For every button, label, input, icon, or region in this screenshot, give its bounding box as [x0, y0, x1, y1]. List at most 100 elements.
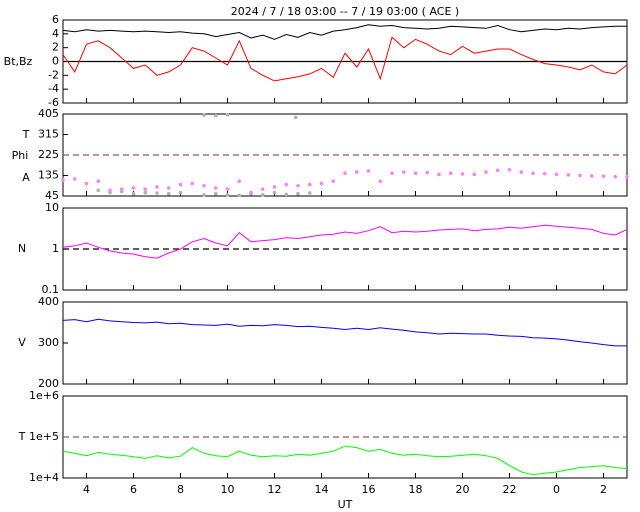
data-point — [531, 171, 535, 176]
y-tick-label: 135 — [38, 169, 59, 182]
data-point — [178, 190, 183, 195]
y-tick-label: 1e+6 — [29, 389, 59, 402]
y-tick-label: 2 — [52, 41, 59, 54]
y-tick-label: 315 — [38, 128, 59, 141]
data-point — [131, 191, 136, 196]
data-point — [448, 171, 453, 176]
data-point — [293, 115, 298, 120]
data-point — [390, 171, 394, 176]
data-point — [84, 181, 89, 186]
data-point — [566, 173, 571, 177]
data-line — [62, 24, 627, 40]
data-point — [307, 182, 312, 187]
data-point — [143, 187, 148, 191]
data-line — [62, 36, 628, 82]
x-tick-label: 10 — [221, 483, 235, 496]
x-tick-label: 16 — [362, 483, 376, 496]
data-point — [237, 179, 242, 183]
y-tick-label: 400 — [38, 295, 59, 308]
data-point — [296, 191, 300, 196]
data-point — [61, 178, 65, 182]
chart-title: 2024 / 7 / 18 03:00 -- 7 / 19 03:00 ( AC… — [231, 5, 459, 18]
data-point — [613, 174, 618, 179]
data-point — [237, 193, 242, 198]
data-point — [249, 190, 253, 195]
data-point — [166, 186, 171, 190]
y-axis-label: V — [18, 336, 26, 349]
data-point — [213, 186, 218, 190]
data-point — [507, 168, 512, 172]
data-point — [155, 191, 159, 195]
x-tick-label: 8 — [177, 483, 184, 496]
data-point — [190, 181, 195, 186]
data-point — [366, 169, 371, 173]
data-point — [331, 179, 336, 183]
data-point — [225, 193, 230, 197]
data-point — [437, 172, 441, 177]
data-point — [460, 172, 465, 176]
data-point — [284, 192, 289, 197]
y-axis-label: T — [18, 430, 26, 443]
data-point — [284, 182, 289, 187]
data-point — [131, 186, 136, 190]
data-point — [213, 113, 218, 118]
data-point — [425, 170, 430, 175]
data-point — [401, 170, 406, 174]
data-point — [542, 171, 547, 176]
data-point — [202, 193, 206, 197]
data-point — [225, 112, 230, 117]
y-axis-label: Bt,Bz — [4, 55, 33, 68]
panel-frame — [62, 301, 628, 385]
data-line — [62, 318, 627, 347]
data-point — [272, 185, 277, 189]
data-point — [589, 174, 594, 178]
y-tick-label: 4 — [52, 27, 59, 40]
y-tick-label: 0 — [52, 55, 59, 68]
x-axis-label: UT — [338, 498, 353, 511]
data-point — [378, 179, 383, 183]
y-tick-label: 405 — [38, 107, 59, 120]
x-tick-label: 2 — [600, 483, 607, 496]
x-tick-label: 18 — [409, 483, 423, 496]
data-point — [213, 191, 218, 196]
data-point — [155, 185, 159, 189]
data-point — [260, 187, 265, 191]
y-tick-label: 225 — [38, 148, 59, 161]
data-point — [296, 183, 300, 188]
data-line — [62, 224, 628, 259]
y-tick-label: 45 — [45, 189, 59, 202]
data-point — [519, 170, 524, 174]
data-line — [62, 445, 628, 476]
data-point — [143, 190, 148, 195]
y-tick-label: 1e+5 — [29, 430, 59, 443]
y-tick-label: -2 — [48, 68, 59, 81]
x-tick-label: 4 — [83, 483, 90, 496]
y-tick-label: -4 — [48, 82, 59, 95]
data-point — [96, 188, 101, 193]
y-tick-label: 1 — [52, 242, 59, 255]
x-tick-label: 6 — [130, 483, 137, 496]
y-tick-label: 6 — [52, 13, 59, 26]
data-point — [554, 172, 559, 177]
data-point — [260, 193, 265, 197]
data-point — [225, 187, 230, 191]
y-tick-label: 300 — [38, 336, 59, 349]
x-tick-label: 20 — [456, 483, 470, 496]
data-point — [202, 113, 206, 117]
x-tick-label: 14 — [315, 483, 329, 496]
data-point — [472, 172, 477, 177]
y-axis-label: A — [22, 171, 30, 184]
data-point — [495, 168, 500, 173]
data-point — [319, 181, 324, 186]
data-point — [272, 190, 277, 195]
data-point — [307, 191, 312, 195]
x-tick-label: 12 — [268, 483, 282, 496]
y-tick-label: 200 — [38, 377, 59, 390]
data-point — [343, 171, 347, 176]
x-tick-label: 0 — [553, 483, 560, 496]
data-point — [202, 183, 206, 188]
y-axis-label: N — [18, 242, 26, 255]
y-tick-label: 0.1 — [42, 283, 60, 296]
y-axis-label: T — [22, 128, 30, 141]
